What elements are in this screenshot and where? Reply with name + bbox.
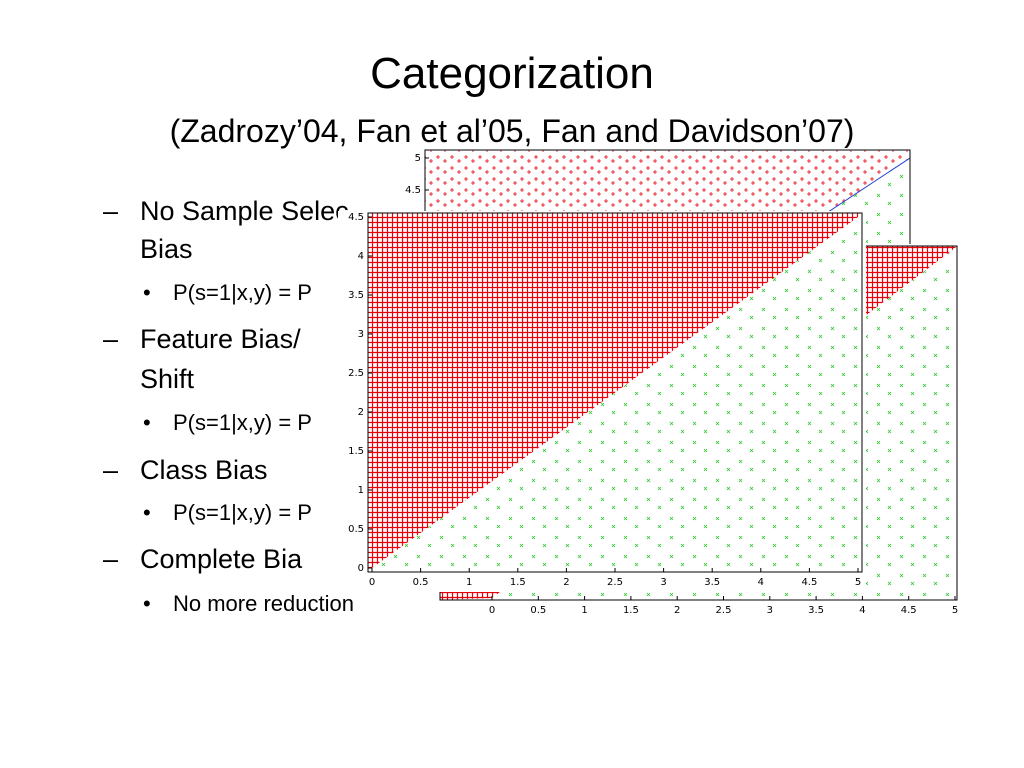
dash: – — [103, 196, 118, 226]
x-tick-label: 1 — [466, 577, 472, 588]
item-text: Bias — [140, 234, 193, 264]
sub-item-text: P(s=1|x,y) = P — [173, 410, 312, 435]
y-tick-label: 0 — [358, 563, 364, 574]
x-tick-label: 4.5 — [901, 605, 917, 616]
x-tick-label: 2 — [674, 605, 680, 616]
x-tick-label: 2.5 — [607, 577, 623, 588]
bullet: • — [143, 591, 151, 616]
x-tick-label: 3 — [660, 577, 666, 588]
bullet: • — [143, 280, 151, 305]
y-tick-label: 0.5 — [348, 524, 364, 535]
x-tick-label: 5 — [952, 605, 958, 616]
x-tick-label: 1.5 — [510, 577, 526, 588]
upper-region — [368, 213, 862, 572]
plot-front: 0 0.5 1 1.5 2 2.5 3 3.5 4 4.5 5 0 0.5 1 1.5 2 2.5 3 3.5 4 4.… — [338, 211, 866, 592]
dash: – — [103, 324, 118, 354]
bullet: • — [143, 410, 151, 435]
y-tick-label: 4.5 — [405, 185, 421, 196]
item-text: Complete Bia — [140, 544, 303, 574]
x-tick-label: 0 — [489, 605, 495, 616]
item-text: Class Bias — [140, 455, 268, 485]
y-tick-label: 1.5 — [348, 446, 364, 457]
item-text: No Sample Selec — [140, 196, 349, 226]
title: Categorization — [370, 49, 654, 98]
x-tick-label: 2 — [563, 577, 569, 588]
x-tick-label: 2.5 — [716, 605, 732, 616]
x-tick-label: 4 — [758, 577, 764, 588]
dash: – — [103, 455, 118, 485]
x-tick-label: 0 — [369, 577, 375, 588]
x-tick-label: 0.5 — [413, 577, 429, 588]
sub-item-text: P(s=1|x,y) = P — [173, 500, 312, 525]
y-tick-label: 1 — [358, 485, 364, 496]
y-tick-label: 4.5 — [348, 212, 364, 223]
y-tick-label: 2 — [358, 407, 364, 418]
dash: – — [103, 544, 118, 574]
y-tick-label: 3.5 — [348, 290, 364, 301]
y-tick-label: 2.5 — [348, 368, 364, 379]
bullet: • — [143, 500, 151, 525]
x-tick-label: 3 — [767, 605, 773, 616]
x-tick-label: 5 — [855, 577, 861, 588]
y-tick-label: 4 — [358, 251, 364, 262]
y-tick-label: 3 — [358, 329, 364, 340]
plot-area — [368, 213, 862, 572]
y-tick-label: 5 — [415, 153, 421, 164]
item-text: Shift — [140, 364, 195, 394]
x-tick-label: 1.5 — [623, 605, 639, 616]
x-tick-label: 0.5 — [530, 605, 546, 616]
sub-item-text: P(s=1|x,y) = P — [173, 280, 312, 305]
x-tick-label: 1 — [581, 605, 587, 616]
x-tick-label: 4 — [859, 605, 865, 616]
item-text: Feature Bias/ — [140, 324, 301, 354]
sub-item-text: No more reduction — [173, 591, 354, 616]
x-tick-label: 4.5 — [801, 577, 817, 588]
subtitle: (Zadrozy’04, Fan et al’05, Fan and David… — [170, 113, 855, 149]
x-tick-label: 3.5 — [704, 577, 720, 588]
plots: 4.5 5 0 0.5 1 1.5 2 2.5 3 3.5 4 4.5 5 0 0.5 1 1.5 2 2.5 3 3.… — [338, 148, 961, 620]
x-tick-label: 3.5 — [808, 605, 824, 616]
